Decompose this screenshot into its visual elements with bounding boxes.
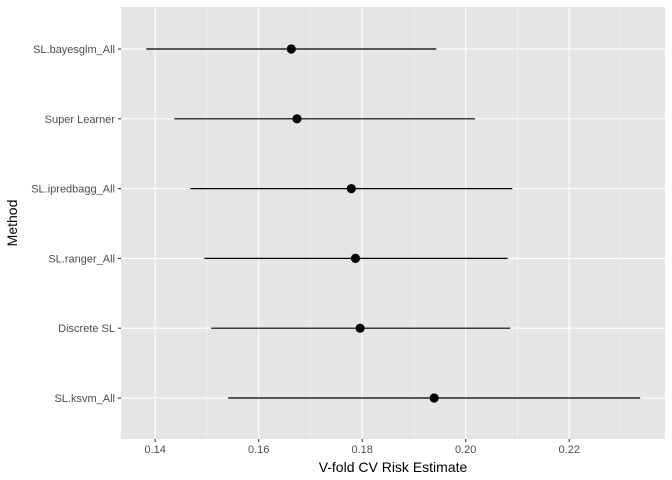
y-axis: SL.bayesglm_All Super Learner SL.ipredbagg…: [31, 44, 121, 405]
y-tick-label: Super Learner: [45, 114, 116, 126]
risk-point: [292, 114, 302, 124]
risk-points: [286, 44, 439, 403]
x-tick-label: 0.18: [351, 444, 372, 456]
y-tick-label: SL.bayesglm_All: [33, 44, 115, 56]
risk-point: [355, 323, 365, 333]
minor-gridlines: [206, 7, 622, 439]
x-tick-label: 0.20: [455, 444, 476, 456]
risk-point: [286, 44, 296, 54]
risk-point: [350, 253, 361, 263]
y-tick-label: SL.ranger_All: [48, 253, 115, 265]
plot-panel: [121, 7, 665, 439]
x-axis: 0.14 0.16 0.18 0.20 0.22: [144, 439, 580, 456]
x-tick-label: 0.22: [559, 444, 580, 456]
x-axis-title: V-fold CV Risk Estimate: [319, 459, 468, 475]
y-tick-label: Discrete SL: [58, 323, 115, 335]
risk-point: [429, 393, 439, 403]
x-tick-label: 0.14: [144, 444, 165, 456]
x-tick-label: 0.16: [248, 444, 269, 456]
y-tick-label: SL.ksvm_All: [54, 393, 115, 405]
y-axis-title: Method: [4, 200, 20, 247]
risk-point: [346, 184, 356, 194]
y-tick-label: SL.ipredbagg_All: [31, 184, 115, 196]
